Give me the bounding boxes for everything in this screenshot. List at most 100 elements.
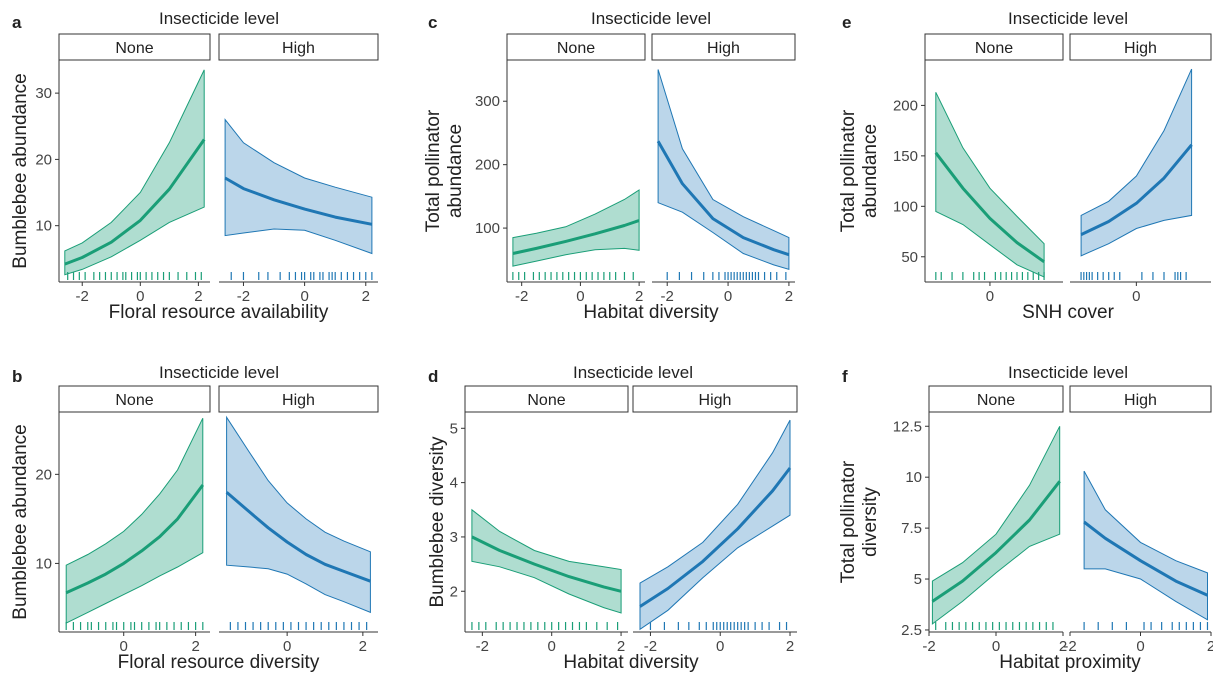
strip-none — [464, 385, 629, 413]
strip-label: High — [282, 40, 315, 57]
strip-label: High — [1124, 392, 1157, 409]
strip-none — [58, 385, 211, 413]
fit-line-high — [224, 176, 373, 226]
x-axis-label: Habitat diversity — [563, 652, 699, 673]
strip-none — [58, 33, 211, 61]
strip-label: High — [1124, 40, 1157, 57]
panel-letter: b — [12, 367, 22, 386]
x-tick-label: 2 — [1059, 638, 1067, 655]
strip-high — [218, 385, 379, 413]
facet-title: Insecticide level — [1008, 9, 1128, 28]
strip-label: High — [699, 392, 732, 409]
x-axis-label: SNH cover — [1022, 302, 1115, 323]
x-tick-label: 0 — [1132, 288, 1140, 305]
x-tick-label: 2 — [617, 638, 625, 655]
strip-label: None — [115, 40, 153, 57]
x-tick-label: 0 — [120, 638, 128, 655]
x-tick-label: 2 — [191, 638, 199, 655]
x-tick-label: 0 — [576, 288, 584, 305]
y-tick-label: 4 — [450, 475, 458, 492]
fit-line-high — [1080, 143, 1193, 236]
strip-label: High — [282, 392, 315, 409]
strip-none — [928, 385, 1064, 413]
y-tick-label: 10 — [905, 469, 922, 486]
strip-high — [632, 385, 798, 413]
y-axis-label: Bumblebee diversity — [427, 436, 448, 608]
facet-title: Insecticide level — [1008, 363, 1128, 382]
panel-letter: c — [428, 13, 437, 32]
y-tick-label: 50 — [901, 249, 918, 266]
strip-none — [924, 33, 1064, 61]
y-axis-label: Total pollinatordiversity — [838, 460, 881, 583]
fit-line-high — [639, 467, 792, 608]
ci-ribbon-none — [931, 426, 1061, 625]
x-tick-label: 0 — [548, 638, 556, 655]
x-tick-label: 0 — [992, 638, 1000, 655]
panel-letter: e — [842, 13, 851, 32]
y-axis-label: Bumblebee abundance — [10, 424, 31, 619]
x-tick-label: 0 — [283, 638, 291, 655]
fit-line-none — [512, 219, 640, 255]
ci-ribbon-high — [1080, 68, 1193, 257]
ci-ribbon-high — [226, 415, 371, 614]
strip-label: None — [115, 392, 153, 409]
strip-label: None — [977, 392, 1015, 409]
panel-c: c Insecticide level Total pollinatorabunda… — [423, 9, 796, 323]
x-tick-label: -2 — [76, 288, 89, 305]
ci-ribbon-none — [65, 417, 204, 624]
strip-label: None — [527, 392, 565, 409]
fit-line-none — [471, 535, 622, 593]
fit-line-high — [656, 140, 790, 257]
y-tick-label: 30 — [35, 85, 52, 102]
y-axis-label: Total pollinatorabundance — [838, 109, 881, 232]
x-tick-label: 0 — [300, 288, 308, 305]
x-tick-label: -2 — [515, 288, 528, 305]
x-tick-label: 2 — [359, 638, 367, 655]
x-tick-label: 2 — [194, 288, 202, 305]
y-axis-label: Total pollinatorabundance — [423, 109, 466, 232]
x-axis-label: Floral resource diversity — [118, 652, 320, 673]
y-tick-label: 150 — [893, 148, 918, 165]
y-tick-label: 12.5 — [893, 418, 922, 435]
fit-line-none — [65, 484, 205, 595]
ci-ribbon-high — [657, 69, 790, 270]
ci-ribbon-high — [639, 419, 791, 631]
y-tick-label: 2 — [450, 583, 458, 600]
y-tick-label: 10 — [35, 218, 52, 235]
x-tick-label: 2 — [362, 288, 370, 305]
y-axis-label: Bumblebee abundance — [10, 73, 31, 268]
fit-line-high — [225, 491, 371, 583]
x-axis-label: Floral resource availability — [109, 302, 329, 323]
panel-b: b Insecticide level Bumblebee abundance Flo… — [10, 363, 379, 673]
y-tick-label: 20 — [35, 466, 52, 483]
facet-title: Insecticide level — [159, 9, 279, 28]
x-tick-label: 2 — [785, 288, 793, 305]
ci-ribbon-high — [1083, 470, 1208, 621]
x-tick-label: 2 — [1207, 638, 1213, 655]
strip-label: High — [707, 40, 740, 57]
ci-ribbon-none — [64, 69, 205, 276]
x-tick-label: 0 — [724, 288, 732, 305]
x-tick-label: -2 — [661, 288, 674, 305]
y-tick-label: 200 — [475, 157, 500, 174]
strip-label: None — [975, 40, 1013, 57]
strip-high — [651, 33, 796, 61]
fit-line-none — [64, 138, 206, 266]
y-tick-label: 3 — [450, 529, 458, 546]
strip-label: None — [557, 40, 595, 57]
x-tick-label: 0 — [986, 288, 994, 305]
x-tick-label: 2 — [786, 638, 794, 655]
panel-letter: a — [12, 13, 22, 32]
panel-d: d Insecticide level Bumblebee diversity Hab… — [427, 363, 798, 673]
y-tick-label: 100 — [893, 198, 918, 215]
facet-title: Insecticide level — [159, 363, 279, 382]
fit-line-none — [931, 480, 1061, 603]
y-tick-label: 200 — [893, 97, 918, 114]
x-tick-label: 0 — [136, 288, 144, 305]
y-tick-label: 5 — [450, 420, 458, 437]
x-tick-label: 0 — [1136, 638, 1144, 655]
x-tick-label: -2 — [644, 638, 657, 655]
strip-high — [218, 33, 379, 61]
panel-f: f Insecticide level Total pollinatordivers… — [838, 363, 1213, 673]
